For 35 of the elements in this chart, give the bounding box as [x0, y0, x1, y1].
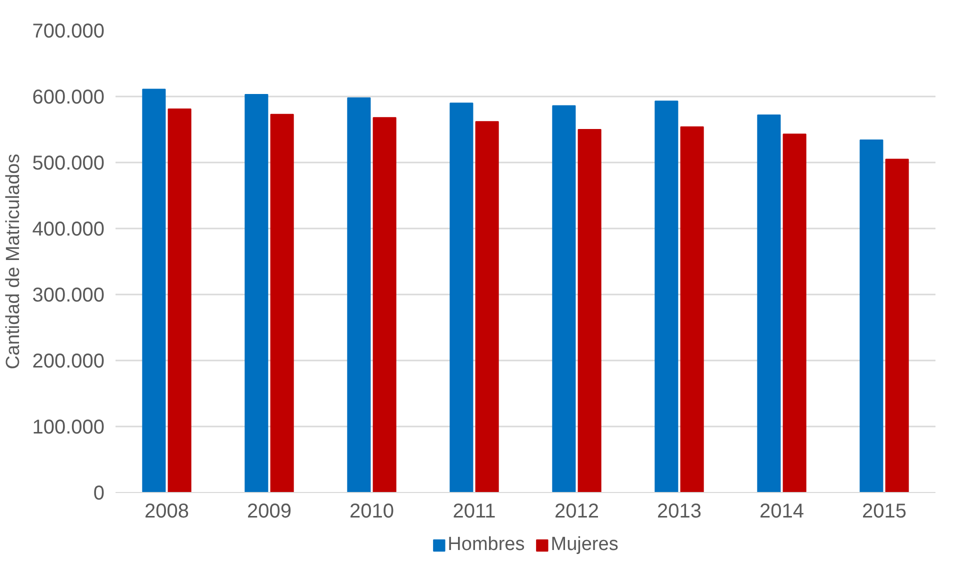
x-tick-label: 2012 — [554, 500, 600, 522]
x-tick-label: 2014 — [760, 500, 804, 522]
y-axis-title: Cantidad de Matriculados — [3, 154, 24, 370]
bar — [757, 114, 781, 492]
y-tick-label: 300.000 — [32, 284, 104, 306]
x-tick-label: 2015 — [862, 500, 907, 522]
x-tick-label: 2008 — [144, 500, 190, 522]
bar — [885, 158, 909, 492]
bar — [475, 121, 499, 492]
bar — [372, 117, 396, 492]
y-tick-label: 400.000 — [32, 218, 104, 240]
bar — [680, 126, 704, 492]
y-tick-label: 200.000 — [32, 350, 104, 372]
bar — [142, 88, 166, 492]
bar — [552, 105, 576, 492]
bar — [450, 102, 474, 492]
bar — [578, 129, 602, 492]
bar — [270, 114, 294, 492]
y-tick-label: 700.000 — [32, 20, 104, 42]
x-tick-label: 2009 — [247, 500, 292, 522]
y-tick-label: 600.000 — [32, 86, 104, 108]
x-tick-label: 2010 — [350, 500, 394, 522]
bar — [347, 97, 371, 492]
bar — [782, 134, 806, 492]
legend-label: Mujeres — [550, 534, 618, 556]
bar — [860, 140, 884, 492]
y-tick-label: 500.000 — [32, 152, 104, 174]
bar — [168, 108, 192, 492]
x-tick-label: 2013 — [657, 500, 702, 522]
x-tick-label: 2011 — [452, 500, 496, 522]
bar — [244, 94, 268, 492]
y-tick-label: 100.000 — [32, 416, 104, 438]
y-tick-label: 0 — [93, 482, 104, 504]
bar — [654, 100, 678, 492]
legend-label: Hombres — [448, 534, 525, 556]
